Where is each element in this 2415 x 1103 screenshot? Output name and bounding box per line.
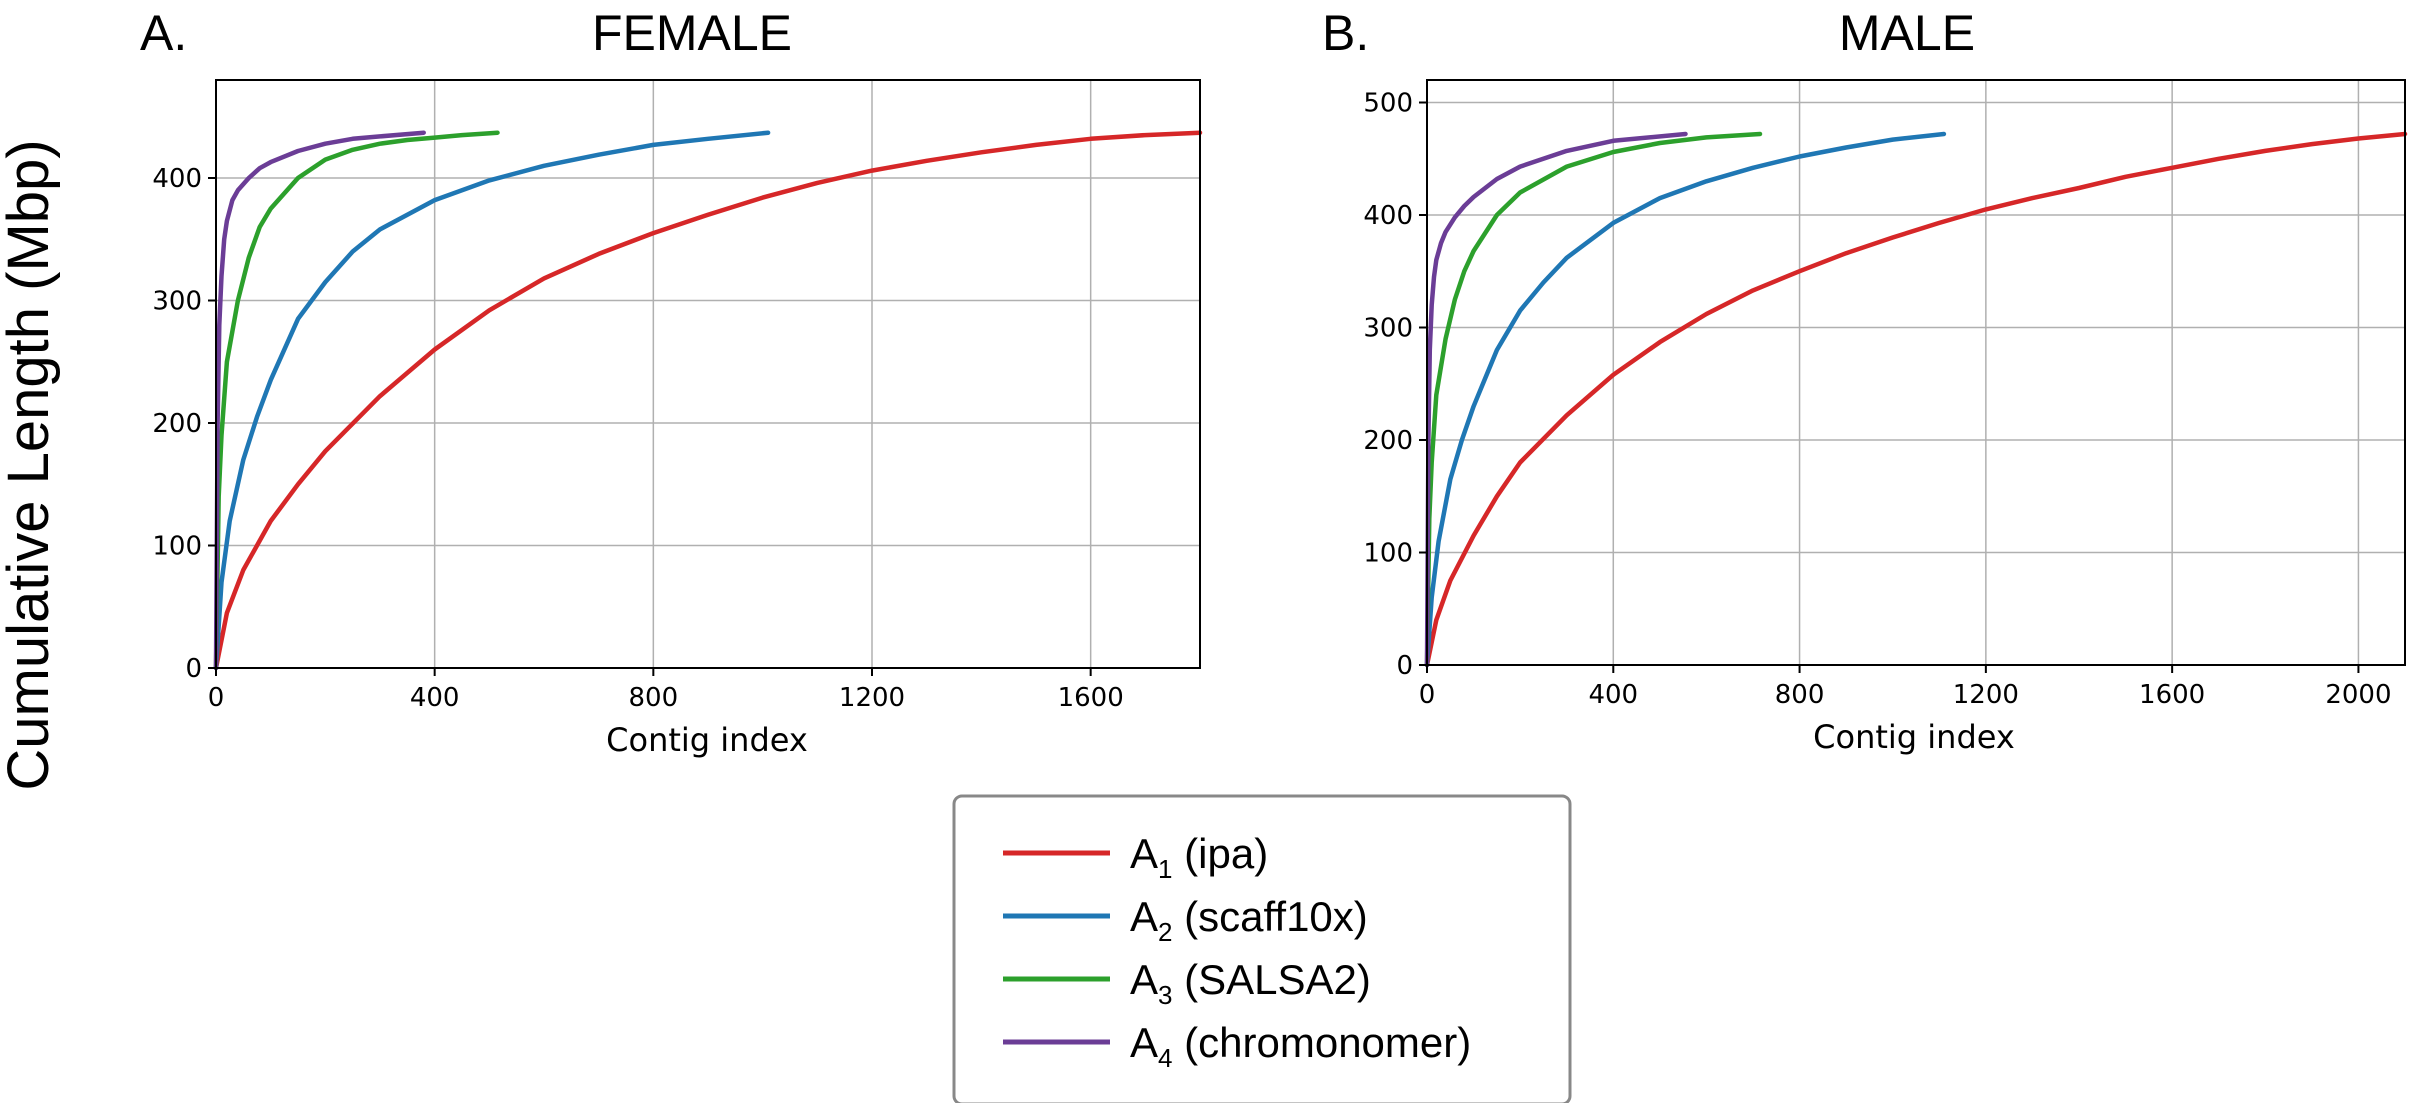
y-tick-label: 500 (1363, 89, 1413, 119)
panel-label-a: A. (140, 5, 187, 61)
x-tick-label: 1600 (1058, 683, 1124, 713)
y-tick-label: 300 (1363, 314, 1413, 344)
x-tick-label: 1200 (839, 683, 905, 713)
y-tick-label: 0 (1396, 651, 1413, 681)
series-line-4 (1424, 131, 1688, 668)
legend-box (952, 794, 1572, 1103)
y-tick-label: 100 (1363, 539, 1413, 569)
legend-label-2: A2 (scaff10x) (1130, 893, 1368, 947)
y-tick-label: 200 (1363, 426, 1413, 456)
series-female (213, 130, 1203, 671)
x-tick-label: 400 (410, 683, 460, 713)
x-tick-label: 2000 (2325, 680, 2391, 710)
x-tick-label: 1600 (2139, 680, 2205, 710)
x-tick-label: 800 (629, 683, 679, 713)
series-line-2 (1424, 131, 1947, 668)
x-tick-label: 0 (208, 683, 225, 713)
x-tick-label: 0 (1419, 680, 1436, 710)
series-male (1424, 131, 2408, 668)
y-tick-label: 100 (152, 532, 202, 562)
series-line-3 (213, 130, 500, 671)
shared-y-axis-label: Cumulative Length (Mbp) (0, 139, 61, 790)
series-line-1 (1424, 131, 2408, 668)
panel-male: B. MALE 0 400 800 1200 1600 2000 0 100 200 300 400… (1322, 5, 2408, 756)
panel-female: A. FEMALE 0 400 800 1200 1600 0 100 200 300 400 C… (140, 5, 1203, 759)
axes-frame-female (215, 79, 1201, 669)
series-line-1 (213, 130, 1203, 671)
x-axis-label-male: Contig index (1813, 718, 2015, 756)
panel-title-male: MALE (1839, 5, 1975, 61)
x-axis-label-female: Contig index (606, 721, 808, 759)
panel-label-b: B. (1322, 5, 1369, 61)
series-line-3 (1424, 131, 1763, 668)
ticks-female: 0 400 800 1200 1600 0 100 200 300 400 (152, 164, 1123, 713)
x-tick-label: 1200 (1953, 680, 2019, 710)
legend-label-3: A3 (SALSA2) (1130, 956, 1371, 1010)
series-line-2 (213, 130, 771, 671)
series-line-4 (213, 130, 426, 671)
legend-label-1: A1 (ipa) (1130, 830, 1268, 884)
y-tick-label: 400 (1363, 201, 1413, 231)
x-tick-label: 800 (1775, 680, 1825, 710)
panel-title-female: FEMALE (592, 5, 792, 61)
grid-female (215, 80, 1200, 669)
y-tick-label: 400 (152, 164, 202, 194)
ticks-male: 0 400 800 1200 1600 2000 0 100 200 300 400 500 (1363, 89, 2391, 711)
legend-label-4: A4 (chromonomer) (1130, 1019, 1471, 1073)
axes-frame-male (1426, 79, 2406, 666)
y-tick-label: 0 (185, 654, 202, 684)
legend: A1 (ipa) A2 (scaff10x) A3 (SALSA2) A4 (chro… (952, 794, 1572, 1103)
y-tick-label: 300 (152, 287, 202, 317)
y-tick-label: 200 (152, 409, 202, 439)
grid-male (1426, 80, 2405, 666)
x-tick-label: 400 (1588, 680, 1638, 710)
